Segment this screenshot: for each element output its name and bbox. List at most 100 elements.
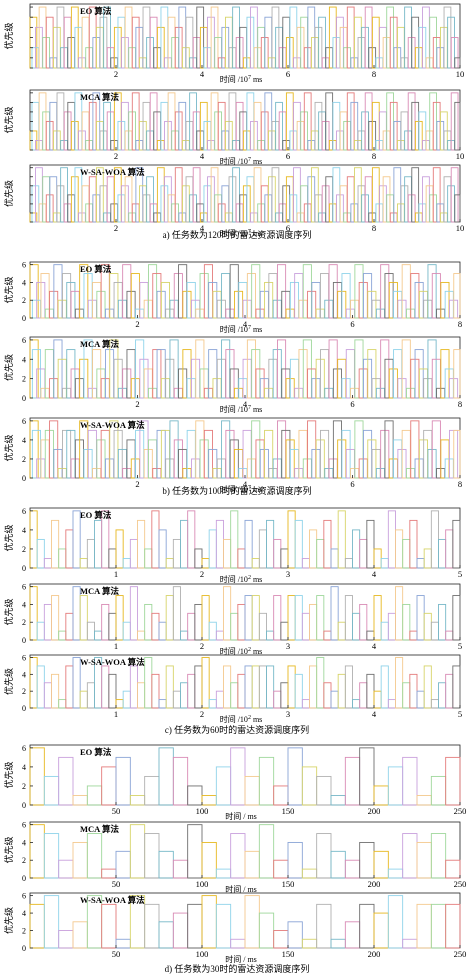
data-bar <box>215 630 224 641</box>
data-bar <box>380 621 389 641</box>
data-bar <box>151 673 160 709</box>
data-bar <box>373 785 389 806</box>
data-bar <box>43 833 60 879</box>
data-bar <box>344 859 361 879</box>
y-tick-label: 6 <box>22 261 26 270</box>
figure-caption: c) 任务数为60时的雷达资源调度序列 <box>165 724 309 735</box>
data-bar <box>115 756 131 806</box>
x-tick-label: 4 <box>200 223 205 233</box>
chart-panel: 0 2 4 6 1 2 3 4 5 时间 /102 ms 优先级 MCA 算法 <box>3 583 462 656</box>
data-bar <box>43 603 52 641</box>
y-tick-label: 2 <box>22 856 26 865</box>
y-tick-label: 6 <box>22 507 26 516</box>
data-bar <box>330 938 346 949</box>
data-bar <box>158 850 174 879</box>
data-bar <box>337 621 346 641</box>
data-bar <box>129 795 146 806</box>
data-bar <box>402 938 418 949</box>
data-bar <box>36 621 45 641</box>
data-bar <box>194 548 203 569</box>
y-tick-label: 6 <box>22 654 26 663</box>
data-bar <box>280 682 289 709</box>
data-bar <box>158 699 167 709</box>
data-bar <box>172 538 181 569</box>
data-bar <box>395 529 404 569</box>
data-bar <box>165 558 174 569</box>
data-bar <box>387 868 404 879</box>
data-bar <box>373 595 382 641</box>
y-axis-label: 优先级 <box>3 598 14 625</box>
data-bar <box>330 690 339 709</box>
data-bar <box>280 621 289 641</box>
y-tick-label: 2 <box>22 782 26 791</box>
data-bar <box>158 621 167 641</box>
data-bar <box>366 519 375 569</box>
data-bar <box>373 690 382 709</box>
x-tick-label: 50 <box>112 949 121 959</box>
data-bar <box>201 657 210 709</box>
x-axis-label: 时间 / ms <box>225 811 257 821</box>
data-bar <box>58 548 67 569</box>
chart-panel: 2 4 6 8 10 时间 /107 ms 优先级 EO 算法 <box>3 3 464 84</box>
y-tick-label: 6 <box>22 336 26 345</box>
data-bar <box>273 930 289 949</box>
data-bar <box>294 673 303 709</box>
data-bar <box>280 548 289 569</box>
data-bar <box>29 657 38 709</box>
data-bar <box>36 538 45 569</box>
data-bar <box>423 665 432 709</box>
data-bar <box>301 766 318 806</box>
data-bar <box>180 682 189 709</box>
data-bar <box>72 510 81 569</box>
data-bar <box>144 657 153 709</box>
data-bar <box>129 824 146 879</box>
data-bar <box>445 673 454 709</box>
data-bar <box>115 850 131 879</box>
y-tick-label: 6 <box>22 892 26 901</box>
x-tick-label: 200 <box>368 879 381 889</box>
data-bar <box>287 841 303 879</box>
x-tick-label: 100 <box>196 879 209 889</box>
figure-caption: b) 任务数为100时的雷达资源调度序列 <box>162 485 311 496</box>
data-bar <box>94 519 103 569</box>
data-bar <box>187 510 196 569</box>
data-bar <box>387 612 396 641</box>
data-bar <box>430 903 447 949</box>
data-bar <box>330 795 346 806</box>
data-bar <box>430 833 447 879</box>
chart-panel: 0 2 4 6 1 2 3 4 5 时间 /102 ms 优先级 EO 算法 <box>3 507 462 584</box>
data-bar <box>273 595 282 641</box>
y-axis-label: 优先级 <box>3 761 14 788</box>
data-bar <box>258 612 267 641</box>
y-tick-label: 0 <box>22 704 26 713</box>
data-bar <box>215 519 224 569</box>
data-bar <box>122 621 131 641</box>
y-axis-label: 优先级 <box>3 836 14 863</box>
panel-title: W-SA-WOA 算法 <box>80 657 145 667</box>
y-tick-label: 2 <box>22 375 26 384</box>
y-axis-label: 优先级 <box>3 668 14 695</box>
data-bar <box>72 657 81 709</box>
data-bar <box>72 921 88 949</box>
data-bar <box>51 673 60 709</box>
x-tick-label: 6 <box>286 69 290 79</box>
x-tick-label: 200 <box>368 806 381 816</box>
panel-title: W-SA-WOA 算法 <box>80 895 145 905</box>
x-tick-label: 8 <box>372 69 376 79</box>
data-bar <box>94 630 103 641</box>
data-bar <box>115 529 124 569</box>
data-bar <box>323 519 332 569</box>
y-axis-label: 优先级 <box>3 22 14 49</box>
panel-title: EO 算法 <box>80 747 112 757</box>
data-bar <box>452 595 461 641</box>
data-bar <box>258 912 275 949</box>
data-bar <box>266 519 275 569</box>
chart-panel: 2 4 6 8 10 时间 /107 ms 优先级 W-SA-WOA 算法 <box>3 164 464 238</box>
data-bar <box>65 665 74 709</box>
x-tick-label: 1 <box>114 709 118 719</box>
panel-group-2: 0 2 4 6 2 4 6 8 时间 /107 ms 优先级 EO 算法 0 2 4 6 2 4 6 8 时间 /10… <box>3 261 462 496</box>
data-bar <box>43 682 52 709</box>
y-axis-label: 优先级 <box>3 434 14 461</box>
data-bar <box>194 603 203 641</box>
